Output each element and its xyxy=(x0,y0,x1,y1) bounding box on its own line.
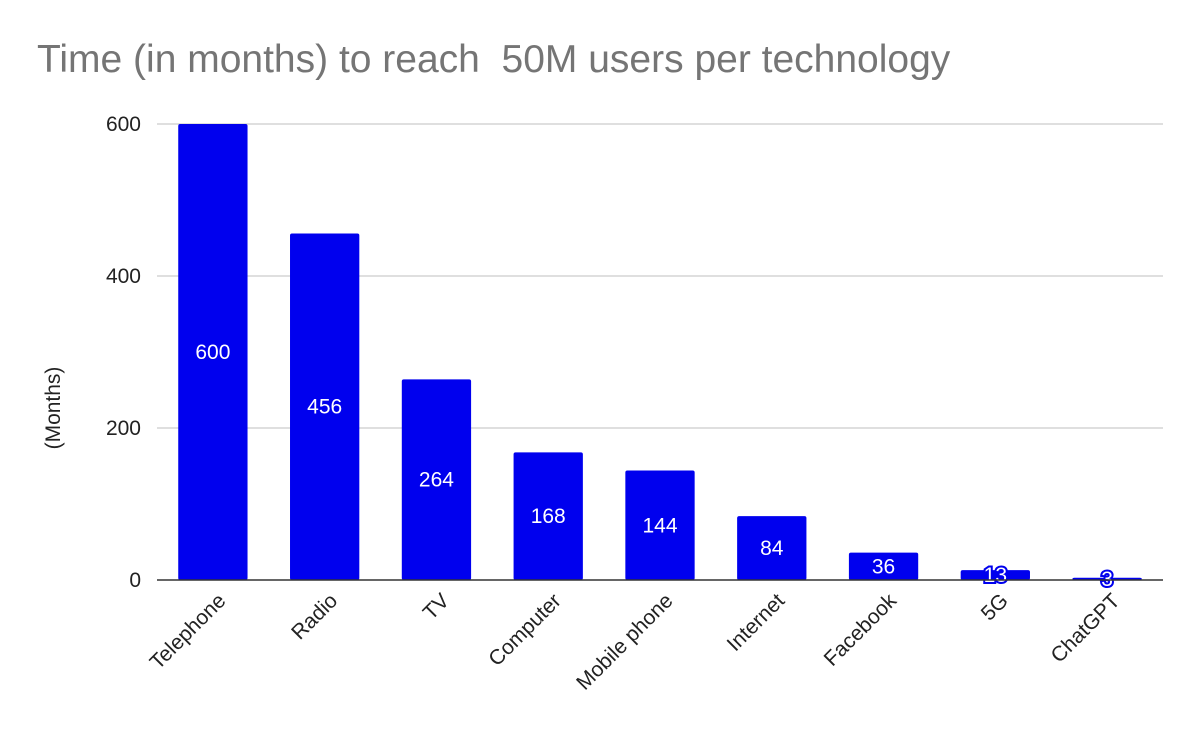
data-label: 84 xyxy=(760,537,784,560)
bar xyxy=(513,452,583,580)
y-axis-title: (Months) xyxy=(42,367,65,450)
x-tick-label: Computer xyxy=(484,589,565,670)
x-tick-label: Mobile phone xyxy=(572,589,677,694)
x-tick-label: Telephone xyxy=(146,589,231,674)
x-tick-label: TV xyxy=(419,589,454,624)
data-label: 13 xyxy=(984,564,1007,587)
y-tick-label: 400 xyxy=(106,265,141,288)
bar xyxy=(290,233,360,580)
y-tick-label: 0 xyxy=(129,569,141,592)
chart-title: Time (in months) to reach 50M users per … xyxy=(37,38,951,81)
x-tick-label: 5G xyxy=(977,589,1013,625)
bar xyxy=(737,516,807,580)
data-label: 264 xyxy=(419,469,454,492)
y-tick-label: 600 xyxy=(106,113,141,136)
bar xyxy=(960,570,1030,580)
x-axis-ticks: Telephone Radio TV Computer Mobile phone Inte… xyxy=(146,589,1125,695)
y-axis-ticks: 0 200 400 600 xyxy=(106,113,141,592)
bar xyxy=(848,552,919,580)
data-label: 168 xyxy=(531,505,566,528)
bar xyxy=(178,124,248,580)
bar xyxy=(625,470,695,580)
bar xyxy=(401,379,472,580)
data-label: 144 xyxy=(642,514,677,537)
data-label: 456 xyxy=(307,396,342,419)
x-tick-label: Radio xyxy=(287,589,342,644)
y-tick-label: 200 xyxy=(106,417,141,440)
x-tick-label: Facebook xyxy=(820,589,902,671)
x-tick-label: ChatGPT xyxy=(1046,589,1124,667)
x-tick-label: Internet xyxy=(723,589,790,656)
data-label: 600 xyxy=(195,341,230,364)
data-label: 36 xyxy=(872,555,895,578)
